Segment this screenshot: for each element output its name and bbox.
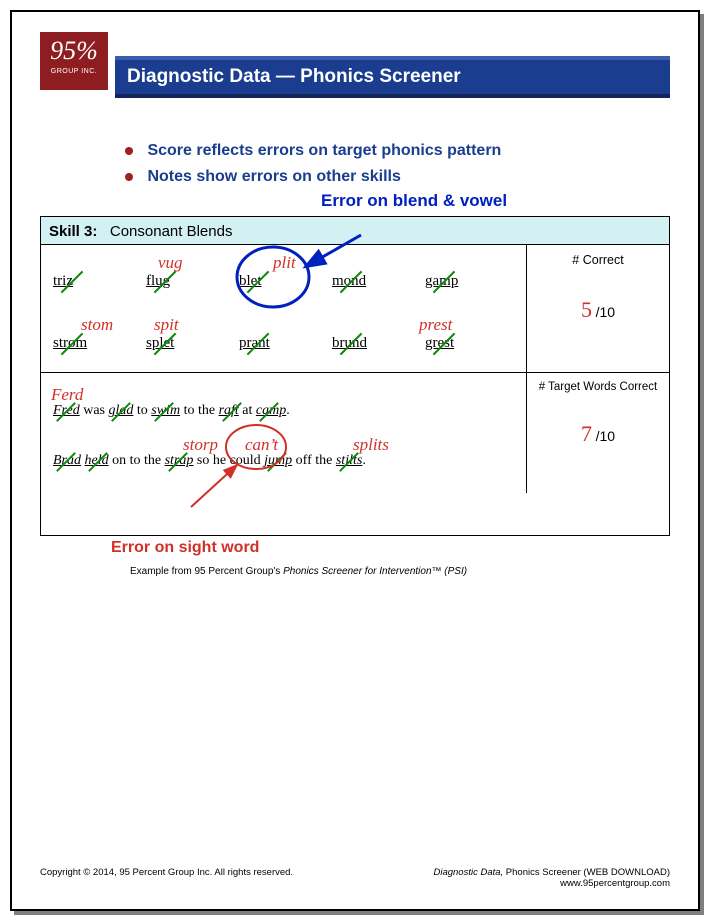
target-correct-label: # Target Words Correct <box>527 381 669 393</box>
target-word: swim <box>151 403 180 418</box>
slash-mark <box>112 403 132 423</box>
slash-mark <box>168 453 188 473</box>
word-cell: spletspit <box>146 329 239 361</box>
target-word: glad <box>108 403 133 418</box>
error-annotation: plit <box>273 253 296 273</box>
footer-url: www.95percentgroup.com <box>433 878 670 889</box>
footer-copyright: Copyright © 2014, 95 Percent Group Inc. … <box>40 867 293 889</box>
bullet-text: Notes show errors on other skills <box>147 168 400 185</box>
slash-mark <box>339 453 359 473</box>
skill-num: Skill 3: <box>49 223 97 240</box>
sentences-box: Fred was glad to swim to the raft at cam… <box>41 373 527 493</box>
title-bar: Diagnostic Data — Phonics Screener <box>115 56 670 98</box>
slash-mark <box>154 403 174 423</box>
target-word: Fred <box>53 403 80 418</box>
bullet-icon <box>125 173 133 181</box>
callout-blend-vowel: Error on blend & vowel <box>321 191 507 211</box>
nonsense-words-section: trizflugvugbletplitmondgamp stromstomspl… <box>41 245 669 373</box>
target-word: held <box>85 453 109 468</box>
bullet-list: Score reflects errors on target phonics … <box>125 142 670 186</box>
target-word: camp <box>256 403 286 418</box>
sentences-section: Fred was glad to swim to the raft at cam… <box>41 373 669 493</box>
error-annotation: vug <box>158 253 183 273</box>
target-word: Brad <box>53 453 81 468</box>
word-cell: mond <box>332 267 425 299</box>
correct-label: # Correct <box>527 253 669 267</box>
score-2-denom: /10 <box>596 428 615 444</box>
error-annotation: stom <box>81 315 113 335</box>
word-cell: grestprest <box>425 329 518 361</box>
word-row: trizflugvugbletplitmondgamp <box>53 267 518 299</box>
footer-doc-rest: Phonics Screener (WEB DOWNLOAD) <box>503 867 670 878</box>
error-annotation: Ferd <box>51 385 83 405</box>
header: 95% GROUP INC. Diagnostic Data — Phonics… <box>40 32 670 102</box>
error-annotation: spit <box>154 315 179 335</box>
example-note-pre: Example from 95 Percent Group's <box>130 566 283 577</box>
example-note-em: Phonics Screener for Intervention™ (PSI) <box>283 566 467 577</box>
bullet-text: Score reflects errors on target phonics … <box>147 142 501 159</box>
slash-mark <box>222 403 242 423</box>
error-annotation: storp <box>183 435 218 455</box>
logo-pct: 95% <box>40 32 108 66</box>
score-1-value: 5 <box>581 297 592 322</box>
slash-mark <box>56 453 76 473</box>
page-title: Diagnostic Data — Phonics Screener <box>127 66 461 87</box>
slash-mark <box>267 453 287 473</box>
word-row: stromstomspletspitprantbrundgrestprest <box>53 329 518 361</box>
slash-mark <box>259 403 279 423</box>
target-word: stilts <box>336 453 362 468</box>
brand-logo: 95% GROUP INC. <box>40 32 108 90</box>
logo-sub: GROUP INC. <box>40 66 108 75</box>
footer-right: Diagnostic Data, Phonics Screener (WEB D… <box>433 867 670 889</box>
bullet-row: Score reflects errors on target phonics … <box>125 142 670 160</box>
bullet-row: Notes show errors on other skills <box>125 168 670 186</box>
sentence-1: Fred was glad to swim to the raft at cam… <box>53 403 518 419</box>
page-inner: 95% GROUP INC. Diagnostic Data — Phonics… <box>40 32 670 889</box>
footer: Copyright © 2014, 95 Percent Group Inc. … <box>40 867 670 889</box>
error-annotation: splits <box>353 435 389 455</box>
word-cell: brund <box>332 329 425 361</box>
sentence-2: Brad held on to the strap so he could ju… <box>53 453 518 469</box>
score-1-denom: /10 <box>596 304 615 320</box>
slash-mark <box>56 403 76 423</box>
callout-sight-word: Error on sight word <box>111 539 259 557</box>
score-box-2: # Target Words Correct 7 /10 <box>527 373 669 493</box>
word-cell: prant <box>239 329 332 361</box>
target-word: jump <box>264 453 292 468</box>
word-cell: gamp <box>425 267 518 299</box>
word-cell: flugvug <box>146 267 239 299</box>
slash-mark <box>88 453 108 473</box>
target-word: raft <box>219 403 239 418</box>
score-box-1: # Correct 5 /10 <box>527 245 669 372</box>
score-2-value: 7 <box>581 421 592 446</box>
page-border: 95% GROUP INC. Diagnostic Data — Phonics… <box>10 10 700 911</box>
word-cell: stromstom <box>53 329 146 361</box>
error-annotation: can’t <box>245 435 278 455</box>
screener-table: Error on blend & vowel Skill 3: Consonan… <box>40 216 670 536</box>
skill-header: Skill 3: Consonant Blends <box>41 217 669 245</box>
error-annotation: prest <box>419 315 452 335</box>
footer-doc-title: Diagnostic Data, <box>433 867 503 878</box>
word-cell: triz <box>53 267 146 299</box>
words-grid: trizflugvugbletplitmondgamp stromstomspl… <box>41 245 527 372</box>
word-cell: bletplit <box>239 267 332 299</box>
example-note: Example from 95 Percent Group's Phonics … <box>40 566 670 577</box>
skill-name: Consonant Blends <box>110 223 233 240</box>
bullet-icon <box>125 147 133 155</box>
target-word: strap <box>165 453 194 468</box>
